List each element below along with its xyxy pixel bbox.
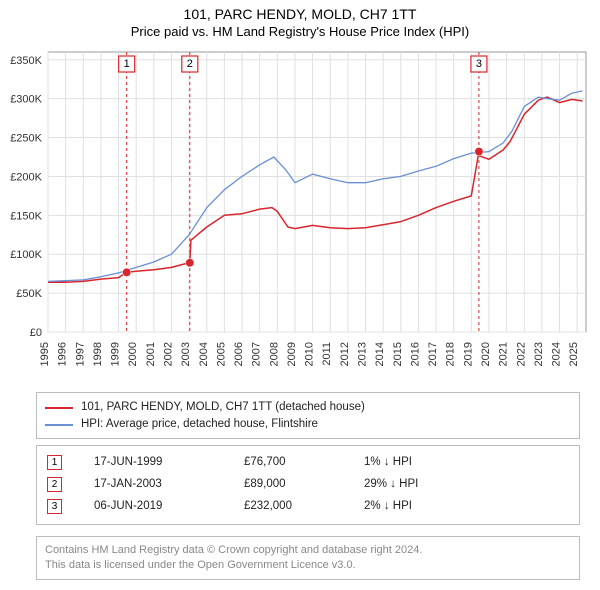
svg-text:£300K: £300K [10,94,42,106]
event-date: 06-JUN-2019 [94,496,244,518]
event-delta: 29% ↓ HPI [364,474,418,496]
event-delta: 1% ↓ HPI [364,452,412,474]
chart-area: £0 £50K £100K £150K £200K £250K £300K £350K 1995… [0,46,600,382]
svg-text:£50K: £50K [16,288,42,300]
svg-text:2025: 2025 [568,342,580,366]
footer-line: Contains HM Land Registry data © Crown c… [45,543,571,558]
event-marker-icon: 1 [47,455,62,470]
line-chart: £0 £50K £100K £150K £200K £250K £300K £350K 1995… [0,46,600,382]
svg-text:2003: 2003 [180,342,192,366]
legend-label: HPI: Average price, detached house, Flin… [81,416,318,433]
event-number: 2 [52,475,58,494]
chart-header: 101, PARC HENDY, MOLD, CH7 1TT Price pai… [0,0,600,39]
svg-text:2019: 2019 [462,342,474,366]
event-number: 1 [52,453,58,472]
svg-text:2018: 2018 [445,342,457,366]
event-delta: 2% ↓ HPI [364,496,412,518]
svg-text:2013: 2013 [357,342,369,366]
footer-line: This data is licensed under the Open Gov… [45,558,571,573]
svg-text:1997: 1997 [74,342,86,366]
legend-item-price-paid: 101, PARC HENDY, MOLD, CH7 1TT (detached… [45,399,571,416]
svg-text:2001: 2001 [145,342,157,366]
svg-text:2008: 2008 [268,342,280,366]
svg-text:2016: 2016 [409,342,421,366]
event-marker-icon: 2 [47,477,62,492]
svg-text:£150K: £150K [10,210,42,222]
legend-item-hpi: HPI: Average price, detached house, Flin… [45,416,571,433]
svg-text:£100K: £100K [10,249,42,261]
svg-text:2023: 2023 [533,342,545,366]
event-marker-icon: 3 [47,499,62,514]
svg-text:£250K: £250K [10,133,42,145]
svg-text:1995: 1995 [39,342,51,366]
svg-text:2012: 2012 [339,342,351,366]
svg-text:3: 3 [476,58,482,70]
svg-text:2000: 2000 [127,342,139,366]
svg-text:2002: 2002 [162,342,174,366]
legend-label: 101, PARC HENDY, MOLD, CH7 1TT (detached… [81,399,365,416]
footer: Contains HM Land Registry data © Crown c… [36,536,580,580]
legend-swatch [45,424,73,426]
svg-text:1999: 1999 [110,342,122,366]
svg-text:1998: 1998 [92,342,104,366]
svg-text:1996: 1996 [57,342,69,366]
legend-swatch [45,407,73,409]
event-price: £232,000 [244,496,364,518]
svg-text:£0: £0 [30,327,42,339]
svg-text:2010: 2010 [304,342,316,366]
event-price: £89,000 [244,474,364,496]
event-date: 17-JAN-2003 [94,474,244,496]
svg-text:2024: 2024 [551,342,563,366]
event-row: 1 17-JUN-1999 £76,700 1% ↓ HPI [41,452,575,474]
svg-text:2005: 2005 [215,342,227,366]
event-date: 17-JUN-1999 [94,452,244,474]
legend: 101, PARC HENDY, MOLD, CH7 1TT (detached… [36,392,580,439]
chart-title: 101, PARC HENDY, MOLD, CH7 1TT [0,6,600,22]
svg-text:2014: 2014 [374,342,386,366]
svg-text:2007: 2007 [251,342,263,366]
event-row: 2 17-JAN-2003 £89,000 29% ↓ HPI [41,474,575,496]
chart-subtitle: Price paid vs. HM Land Registry's House … [0,24,600,39]
svg-text:2015: 2015 [392,342,404,366]
svg-text:£200K: £200K [10,171,42,183]
svg-text:2021: 2021 [498,342,510,366]
svg-text:2006: 2006 [233,342,245,366]
event-number: 3 [52,497,58,516]
svg-text:2011: 2011 [321,342,333,366]
events-table: 1 17-JUN-1999 £76,700 1% ↓ HPI 2 17-JAN-… [36,445,580,525]
svg-text:2004: 2004 [198,342,210,366]
svg-text:2: 2 [187,58,193,70]
event-row: 3 06-JUN-2019 £232,000 2% ↓ HPI [41,496,575,518]
svg-text:2022: 2022 [515,342,527,366]
svg-text:2009: 2009 [286,342,298,366]
event-price: £76,700 [244,452,364,474]
svg-text:2017: 2017 [427,342,439,366]
svg-text:1: 1 [124,58,130,70]
svg-text:2020: 2020 [480,342,492,366]
svg-text:£350K: £350K [10,55,42,67]
